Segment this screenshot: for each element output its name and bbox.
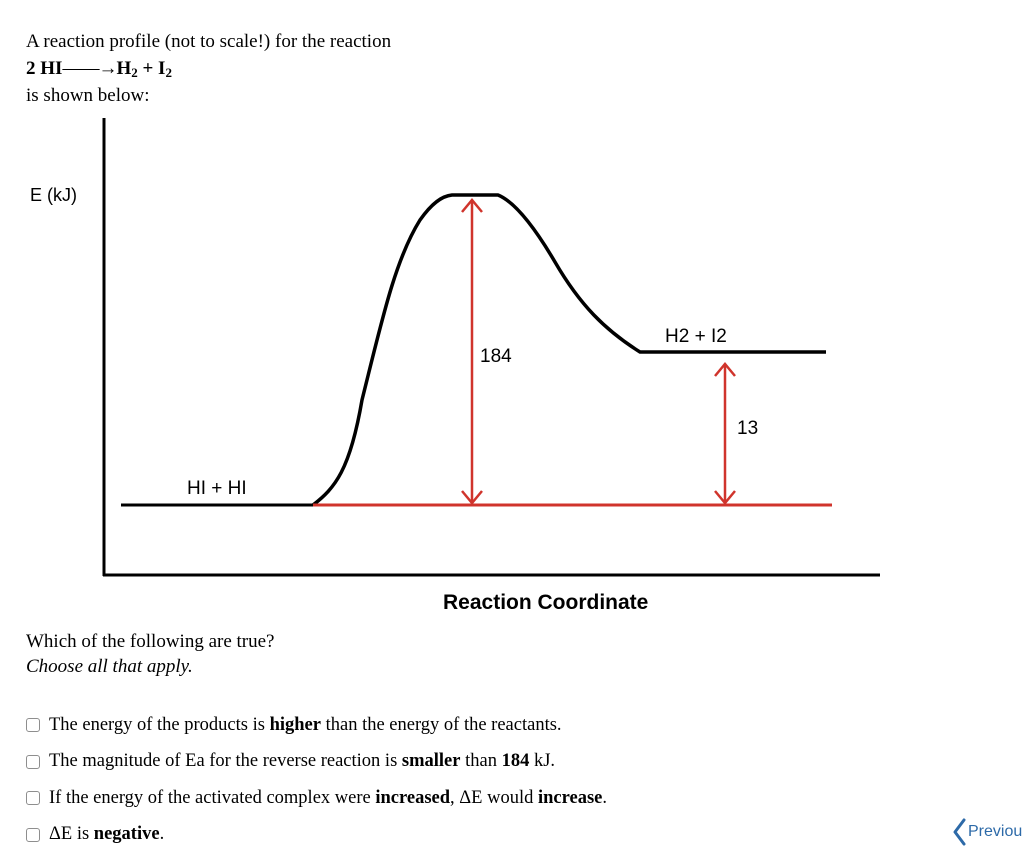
chevron-left-icon <box>953 818 966 846</box>
intro-line-shown: is shown below: <box>26 85 150 106</box>
option-3-text-mid: , ΔE would <box>450 787 538 808</box>
option-2[interactable]: The magnitude of Ea for the reverse reac… <box>26 744 607 781</box>
reaction-profile-diagram: E (kJ) 184 13 HI + HI H2 + I2 Reaction C… <box>30 118 880 614</box>
option-1-checkbox[interactable] <box>26 718 40 733</box>
option-3-bold-end: increase <box>537 787 603 808</box>
question-hint: Choose all that apply. <box>26 656 193 677</box>
option-1-label: The energy of the products is higher tha… <box>49 715 562 736</box>
option-4-bold: negative <box>93 824 160 845</box>
option-3-label: If the energy of the activated complex w… <box>49 788 607 809</box>
option-4-text: ΔE is <box>49 824 94 845</box>
option-2-bold: smaller <box>401 751 461 772</box>
option-2-label: The magnitude of Ea for the reverse reac… <box>49 751 555 772</box>
option-3-text: If the energy of the activated complex w… <box>49 787 376 808</box>
option-1-text: The energy of the products is <box>49 714 270 735</box>
option-3-bold: increased <box>375 787 451 808</box>
option-2-text-end: kJ. <box>529 751 556 772</box>
answer-options: The energy of the products is higher tha… <box>26 707 607 853</box>
option-3-text-end: . <box>602 787 607 808</box>
option-2-checkbox[interactable] <box>26 754 40 769</box>
question-prompt: Which of the following are true? <box>26 631 275 652</box>
option-4-label: ΔE is negative. <box>49 824 164 845</box>
option-1-bold: higher <box>269 714 321 735</box>
plus-sign: + <box>137 58 159 79</box>
intro-line: A reaction profile (not to scale!) for t… <box>26 31 392 52</box>
reaction-arrow: ——→ <box>62 58 117 79</box>
question: Which of the following are true? Choose … <box>26 629 274 679</box>
option-3-checkbox[interactable] <box>26 791 40 806</box>
product-i-subscript: 2 <box>165 65 172 80</box>
option-3[interactable]: If the energy of the activated complex w… <box>26 780 607 817</box>
reaction-equation: 2 HI——→H2 + I2 <box>26 55 391 82</box>
option-4[interactable]: ΔE is negative. <box>26 817 607 854</box>
product-h-subscript: 2 <box>131 65 138 80</box>
previous-button[interactable]: Previou <box>952 816 1024 848</box>
intro-text: A reaction profile (not to scale!) for t… <box>26 28 391 109</box>
delta-e-label: 13 <box>737 418 758 439</box>
activation-energy-label: 184 <box>480 346 512 367</box>
option-4-text-end: . <box>159 824 165 845</box>
products-label: H2 + I2 <box>665 326 727 347</box>
reactant: 2 HI <box>26 58 63 79</box>
y-axis-label: E (kJ) <box>30 185 77 205</box>
reactants-label: HI + HI <box>187 478 247 499</box>
option-2-text: The magnitude of Ea for the reverse reac… <box>49 751 402 772</box>
delta-e-arrow <box>714 362 736 505</box>
product-i: I <box>158 58 166 79</box>
activation-energy-arrow <box>461 198 483 505</box>
option-2-bold-value: 184 <box>501 751 530 772</box>
x-axis-label: Reaction Coordinate <box>443 591 648 614</box>
option-1[interactable]: The energy of the products is higher tha… <box>26 707 607 744</box>
previous-label: Previou <box>968 823 1023 840</box>
product-h: H <box>116 58 132 79</box>
option-4-checkbox[interactable] <box>26 827 40 842</box>
energy-curve <box>311 193 826 507</box>
option-1-text-end: than the energy of the reactants. <box>320 714 562 735</box>
option-2-text-mid: than <box>460 751 502 772</box>
